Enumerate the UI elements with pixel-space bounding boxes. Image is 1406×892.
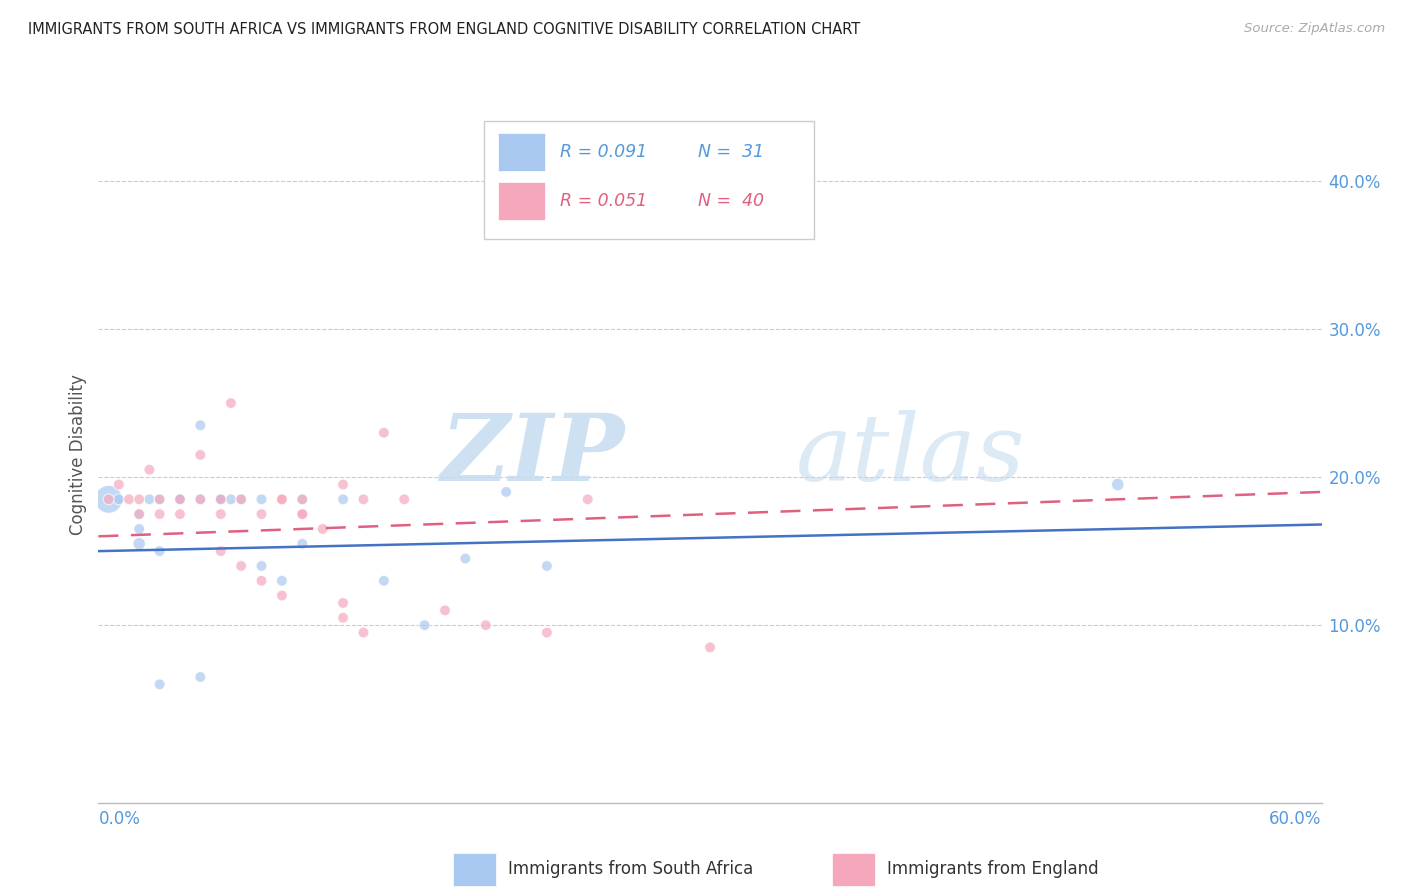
Point <box>373 425 395 440</box>
Point <box>454 551 477 566</box>
Point <box>188 492 212 507</box>
Bar <box>498 133 546 171</box>
Point <box>128 507 150 521</box>
Point <box>373 574 395 588</box>
Text: ZIP: ZIP <box>440 410 624 500</box>
Point <box>118 492 141 507</box>
Point <box>474 618 498 632</box>
Point <box>188 418 212 433</box>
Point <box>312 522 335 536</box>
Point <box>209 492 232 507</box>
Point <box>598 203 620 218</box>
Point <box>332 596 354 610</box>
Point <box>536 558 558 573</box>
Point <box>231 492 253 507</box>
Text: 0.0%: 0.0% <box>98 810 141 828</box>
Point <box>352 492 374 507</box>
Point <box>576 492 599 507</box>
Point <box>128 537 150 551</box>
Point <box>231 558 253 573</box>
Point <box>188 448 212 462</box>
Point <box>138 463 160 477</box>
Point <box>231 492 253 507</box>
Point <box>97 492 120 507</box>
Text: N =  40: N = 40 <box>697 192 763 210</box>
Text: R = 0.091: R = 0.091 <box>560 144 647 161</box>
Point <box>188 670 212 684</box>
Point <box>332 477 354 491</box>
Text: IMMIGRANTS FROM SOUTH AFRICA VS IMMIGRANTS FROM ENGLAND COGNITIVE DISABILITY COR: IMMIGRANTS FROM SOUTH AFRICA VS IMMIGRAN… <box>28 22 860 37</box>
Point <box>209 544 232 558</box>
Point <box>332 492 354 507</box>
Point <box>169 492 191 507</box>
Point <box>270 492 294 507</box>
Point <box>291 492 314 507</box>
Text: atlas: atlas <box>796 410 1025 500</box>
Point <box>332 611 354 625</box>
Point <box>270 574 294 588</box>
Point <box>108 477 131 491</box>
Point <box>128 492 150 507</box>
Point <box>250 574 273 588</box>
Point <box>149 677 172 691</box>
Text: Immigrants from England: Immigrants from England <box>887 860 1099 878</box>
Y-axis label: Cognitive Disability: Cognitive Disability <box>69 375 87 535</box>
Point <box>209 507 232 521</box>
Point <box>169 507 191 521</box>
Point <box>291 507 314 521</box>
FancyBboxPatch shape <box>484 121 814 239</box>
Text: 60.0%: 60.0% <box>1270 810 1322 828</box>
Point <box>434 603 457 617</box>
Point <box>270 589 294 603</box>
Point <box>128 522 150 536</box>
Point <box>699 640 721 655</box>
Point <box>209 492 232 507</box>
Point <box>149 544 172 558</box>
Point <box>219 396 242 410</box>
Point <box>128 507 150 521</box>
Text: Source: ZipAtlas.com: Source: ZipAtlas.com <box>1244 22 1385 36</box>
Point <box>392 492 416 507</box>
Point <box>209 492 232 507</box>
Bar <box>832 853 875 887</box>
Point <box>495 484 517 499</box>
Point <box>291 537 314 551</box>
Point <box>250 507 273 521</box>
Point <box>413 618 436 632</box>
Text: Immigrants from South Africa: Immigrants from South Africa <box>508 860 754 878</box>
Point <box>219 492 242 507</box>
Point <box>291 507 314 521</box>
Point <box>97 492 120 507</box>
Text: R = 0.051: R = 0.051 <box>560 192 647 210</box>
Text: N =  31: N = 31 <box>697 144 763 161</box>
Point <box>108 492 131 507</box>
Point <box>1107 477 1129 491</box>
Bar <box>498 182 546 220</box>
Point <box>138 492 160 507</box>
Point <box>149 492 172 507</box>
Point <box>149 492 172 507</box>
Bar <box>453 853 496 887</box>
Point <box>270 492 294 507</box>
Point <box>536 625 558 640</box>
Point <box>169 492 191 507</box>
Point <box>188 492 212 507</box>
Point <box>250 492 273 507</box>
Point <box>352 625 374 640</box>
Point <box>250 558 273 573</box>
Point <box>149 507 172 521</box>
Point <box>169 492 191 507</box>
Point <box>291 492 314 507</box>
